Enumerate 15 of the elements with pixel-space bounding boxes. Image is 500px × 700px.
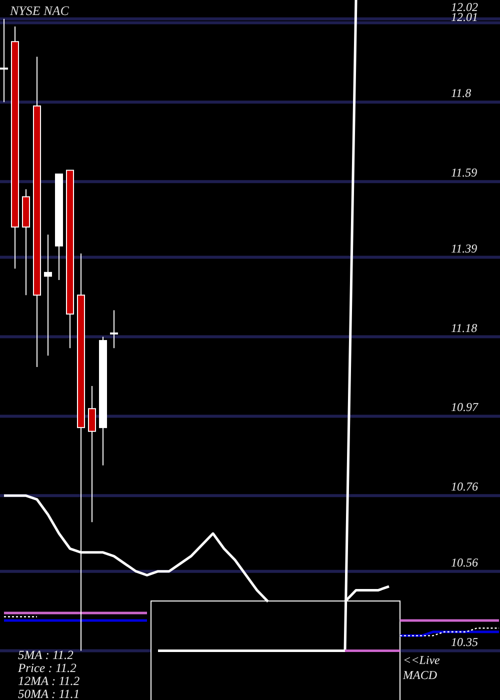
y-tick-label: 10.35 (451, 634, 478, 649)
chart-title: NYSE NAC (9, 3, 70, 18)
y-tick-label: 10.76 (451, 480, 478, 494)
y-tick-label: 10.97 (451, 400, 479, 414)
y-tick-label: 10.56 (451, 555, 478, 570)
annotation: <<Live MACD (402, 653, 441, 682)
annotation: 5MA : 11.2 (18, 648, 74, 662)
annotation: 50MA : 11.1 (18, 687, 80, 700)
y-tick-label: 11.59 (451, 166, 478, 180)
y-tick-label: 11.39 (451, 241, 478, 256)
annotation: 12MA : 11.2 (18, 674, 80, 688)
annotation: Price : 11.2 (17, 661, 76, 675)
y-tick-label: 11.18 (451, 320, 478, 335)
y-tick-label: 11.8 (451, 86, 472, 100)
y-tick-label: 12.02 (451, 0, 478, 14)
